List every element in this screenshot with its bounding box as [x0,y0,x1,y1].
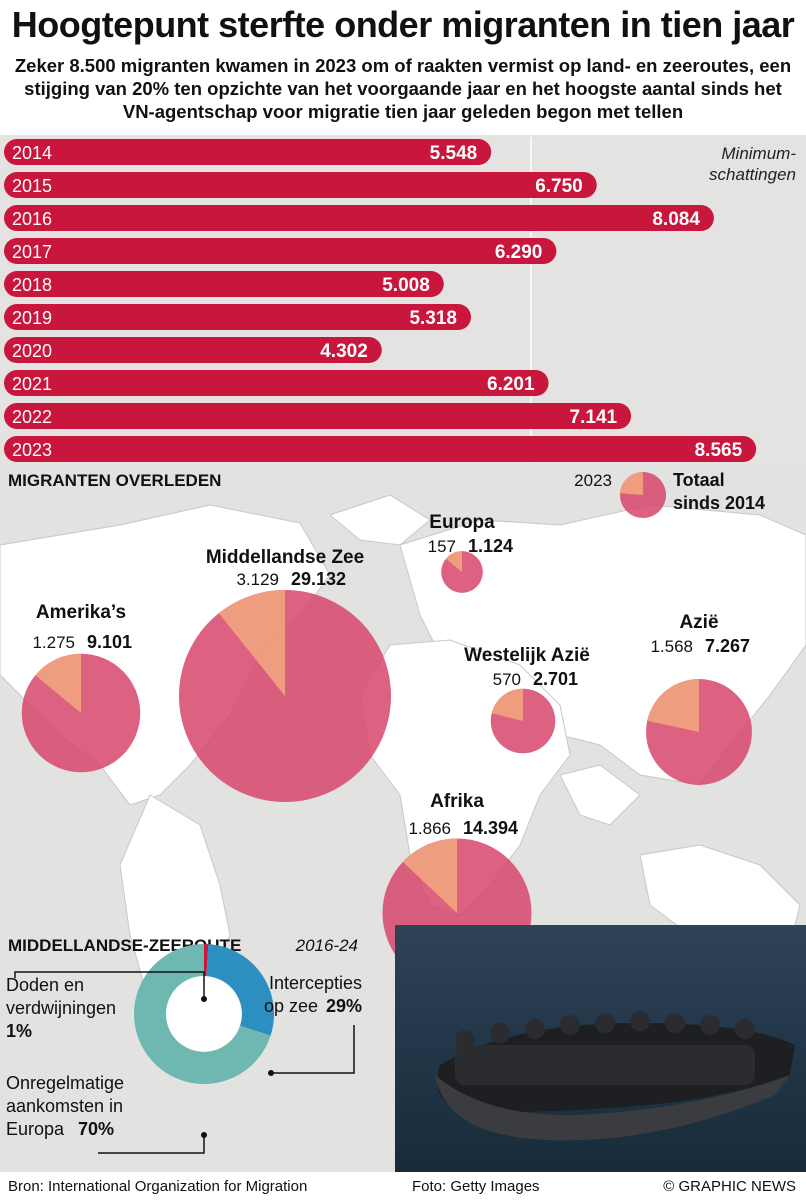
estimate-note-line2: schattingen [709,165,796,184]
deaths-label-line2: verdwijningen [6,998,116,1018]
intercept-label-line1: Intercepties [269,973,362,993]
footer: Bron: International Organization for Mig… [0,1172,806,1200]
donut-slice-deaths [204,944,209,977]
bar-2014 [4,139,492,165]
bar-category-label: 2019 [12,308,52,328]
bar-2015 [4,172,597,198]
intercept-label-line2: op zee [264,996,318,1016]
copyright: © GRAPHIC NEWS [663,1178,796,1195]
africa-2023-slice [402,838,457,913]
page-subtitle: Zeker 8.500 migranten kwamen in 2023 om … [14,55,792,122]
americas-2023-slice [35,653,81,713]
boat-illustration [435,1011,795,1141]
deaths-leader-dot [201,996,207,1002]
bar-category-label: 2022 [12,407,52,427]
bar-category-label: 2016 [12,209,52,229]
estimate-note-line1: Minimum- [721,144,796,163]
bar-value-label: 5.548 [430,143,478,164]
header: Hoogtepunt sterfte onder migranten in ti… [0,0,806,135]
bar-category-label: 2017 [12,242,52,262]
legend-year-label: 2023 [574,471,612,490]
bar-2021 [4,370,549,396]
bar-category-label: 2020 [12,341,52,361]
bar-chart: 2014 5.548 2015 6.750 2016 8.084 2017 6.290 2018… [4,137,796,463]
africa-2023-value: 1.866 [408,819,451,838]
americas-2023-value: 1.275 [32,633,75,652]
bar-2023 [4,436,757,462]
donut-slice-arrivals [134,944,271,1084]
mediterranean-2023-value: 3.129 [236,570,279,589]
bar-category-label: 2018 [12,275,52,295]
bar-category-label: 2021 [12,374,52,394]
legend-total-line1: Totaal [673,470,725,490]
bar-value-label: 7.141 [570,407,618,428]
americas-name: Amerika’s [36,602,126,623]
arrivals-leader-dot [201,1132,207,1138]
arrivals-label-line3: Europa [6,1119,65,1139]
west-asia-total-value: 2.701 [533,669,578,689]
americas-total-value: 9.101 [87,632,132,652]
west-asia-name: Westelijk Azië [464,645,590,666]
bar-2022 [4,403,632,429]
west-asia-2023-slice [491,688,523,721]
arrivals-label-line2: aankomsten in [6,1096,123,1116]
donut-period: 2016-24 [295,936,358,955]
intercept-pct: 29% [326,996,362,1016]
bar-value-label: 5.008 [382,275,430,296]
bar-value-label: 4.302 [320,341,368,362]
deaths-label-line1: Doden en [6,975,84,995]
legend-total-line2: sinds 2014 [673,493,765,513]
map-section-title: MIGRANTEN OVERLEDEN [8,471,221,490]
arrivals-leader-line [98,1135,205,1154]
page-title: Hoogtepunt sterfte onder migranten in ti… [11,4,795,45]
donut-slice-interceptions [206,944,274,1036]
bar-2019 [4,304,472,330]
mediterranean-name: Middellandse Zee [206,547,364,568]
bar-value-label: 8.084 [652,209,700,230]
west-asia-2023-value: 570 [493,670,521,689]
asia-total-value: 7.267 [705,636,750,656]
bar-value-label: 6.201 [487,374,535,395]
source-text: Bron: International Organization for Mig… [8,1178,308,1195]
africa-name: Afrika [430,791,484,812]
bar-value-label: 6.290 [495,242,543,263]
europe-2023-slice [445,551,462,572]
arrivals-pct: 70% [78,1119,114,1139]
bar-value-label: 8.565 [695,440,743,461]
bar-category-label: 2015 [12,176,52,196]
bar-2020 [4,337,382,363]
bar-value-label: 6.750 [535,176,583,197]
intercept-leader-dot [268,1070,274,1076]
bar-2018 [4,271,444,297]
deaths-pct: 1% [6,1021,32,1041]
bar-2016 [4,205,714,231]
mediterranean-2023-slice [218,590,285,696]
mediterranean-total-value: 29.132 [291,569,346,589]
donut-hole [166,976,242,1052]
photo-credit: Foto: Getty Images [412,1178,540,1195]
bar-category-label: 2023 [12,440,52,460]
bar-value-label: 5.318 [409,308,457,329]
asia-name: Azië [679,612,718,633]
europe-name: Europa [429,512,495,533]
europe-total-value: 1.124 [468,536,513,556]
deaths-leader-line [14,971,205,999]
bar-2017 [4,238,557,264]
asia-2023-value: 1.568 [650,637,693,656]
intercept-leader-line [271,1025,355,1074]
africa-total-value: 14.394 [463,818,518,838]
europe-2023-value: 157 [428,537,456,556]
legend-2023-slice [620,472,643,495]
asia-2023-slice [647,679,699,732]
arrivals-label-line1: Onregelmatige [6,1073,124,1093]
bar-category-label: 2014 [12,143,52,163]
